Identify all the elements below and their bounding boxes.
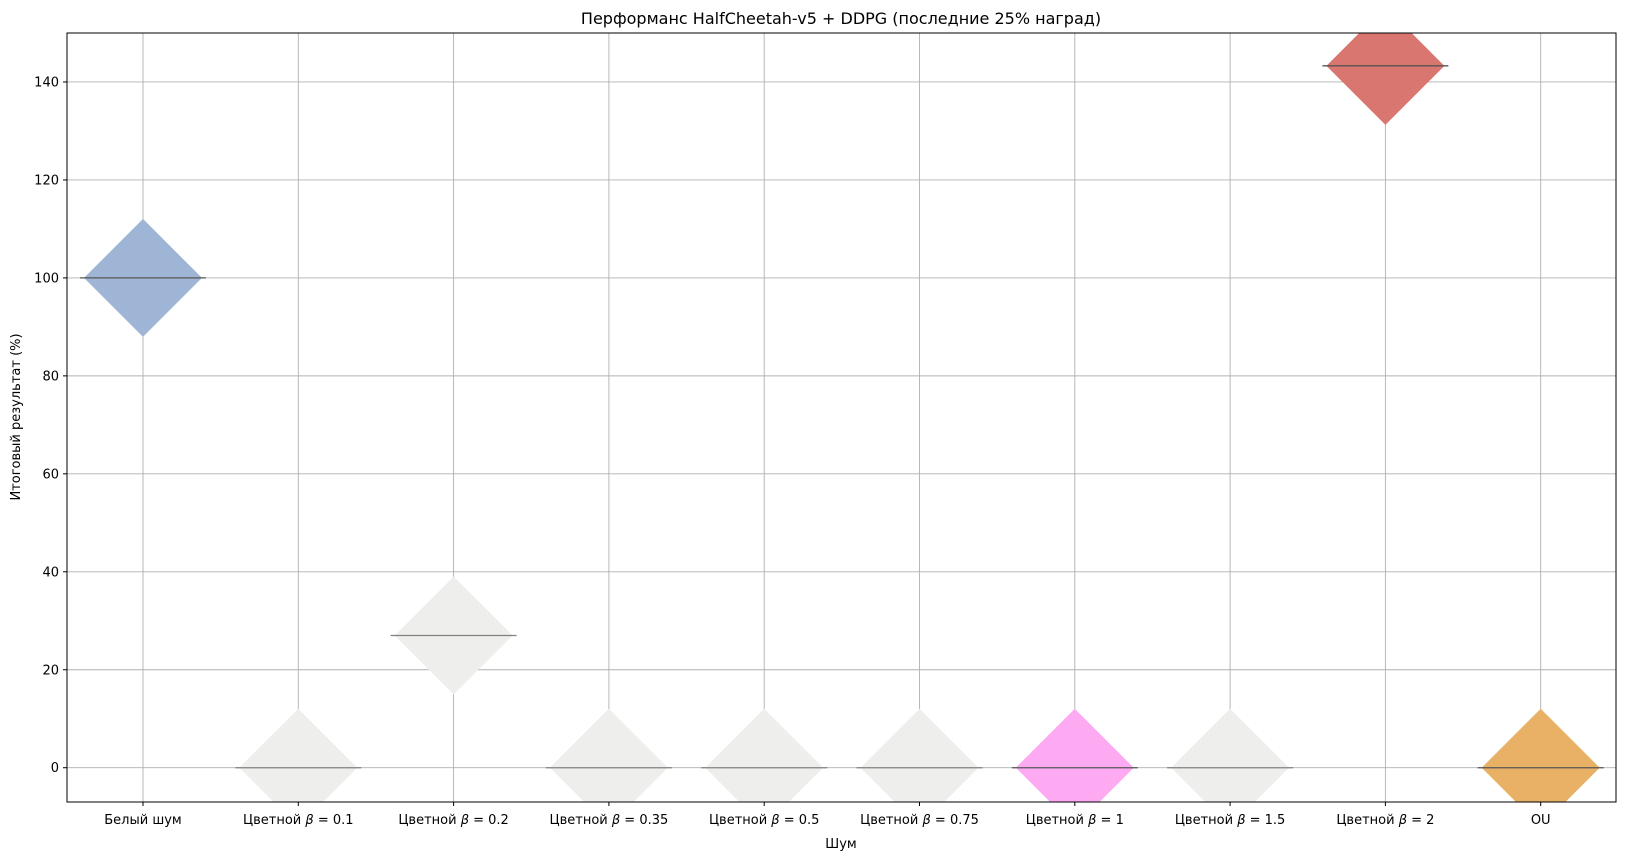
x-tick-label: OU [1531,813,1551,828]
beta-value: 1 [1116,813,1124,828]
x-tick-label: Цветной β = 1 [1026,813,1124,828]
beta-symbol: β [460,813,469,828]
x-tick-label-text: Цветной [860,813,922,828]
diamond-mark [1481,708,1600,802]
x-tick-label: Цветной β = 0.1 [243,813,354,828]
x-tick-label: Белый шум [104,813,181,828]
diamond-mark [705,708,824,802]
y-axis-label: Итоговый результат (%) [9,333,24,500]
equals-sign: = [780,813,799,828]
equals-sign: = [1096,813,1115,828]
beta-symbol: β [304,813,313,828]
x-tick-label-text: Цветной [709,813,771,828]
beta-value: 1.5 [1265,813,1286,828]
beta-value: 0.2 [488,813,509,828]
y-tick-label: 80 [42,369,59,384]
x-tick-label-text: Цветной [1175,813,1237,828]
y-tick-label: 100 [34,271,59,286]
x-tick-label-text: OU [1531,813,1551,828]
x-tick-label-text: Цветной [243,813,305,828]
beta-value: 0.35 [639,813,668,828]
x-tick-label-text: Цветной [550,813,612,828]
equals-sign: = [931,813,950,828]
x-tick-label: Цветной β = 0.75 [860,813,979,828]
y-tick-label: 60 [42,467,59,482]
x-tick-label: Цветной β = 0.5 [709,813,820,828]
marks-layer [80,33,1604,802]
x-tick-label-text: Цветной [398,813,460,828]
beta-symbol: β [1087,813,1096,828]
x-tick-label-text: Цветной [1026,813,1088,828]
y-tick-label: 40 [42,565,59,580]
beta-symbol: β [770,813,779,828]
equals-sign: = [1245,813,1264,828]
diamond-mark [1015,708,1134,802]
x-tick-label: Цветной β = 2 [1336,813,1434,828]
diamond-mark [239,708,358,802]
y-tick-label: 120 [34,173,59,188]
x-tick-label-text: Цветной [1336,813,1398,828]
beta-symbol: β [1236,813,1245,828]
x-tick-label: Цветной β = 0.2 [398,813,509,828]
x-tick-label-text: Белый шум [104,813,181,828]
diamond-mark [860,708,979,802]
equals-sign: = [1407,813,1426,828]
beta-symbol: β [611,813,620,828]
x-tick-label: Цветной β = 0.35 [550,813,669,828]
diamond-mark [1171,708,1290,802]
beta-value: 0.1 [333,813,354,828]
equals-sign: = [469,813,488,828]
beta-value: 0.75 [950,813,979,828]
x-axis-label: Шум [825,837,856,852]
equals-sign: = [314,813,333,828]
beta-symbol: β [921,813,930,828]
plot-frame [66,32,1617,803]
beta-value: 2 [1426,813,1434,828]
ticks-layer: 0 20 40 60 80 100 120 140 Белый шум Цветной β = 0… [34,75,1550,828]
y-tick-label: 20 [42,663,59,678]
chart-title: Перформанс HalfCheetah-v5 + DDPG (послед… [581,9,1101,28]
diamond-mark [549,708,668,802]
x-tick-label: Цветной β = 1.5 [1175,813,1286,828]
beta-symbol: β [1398,813,1407,828]
beta-value: 0.5 [799,813,820,828]
grid-layer [67,33,1616,802]
equals-sign: = [620,813,639,828]
y-tick-label: 0 [51,761,59,776]
diamond-mark [1326,33,1445,125]
y-tick-label: 140 [34,75,59,90]
